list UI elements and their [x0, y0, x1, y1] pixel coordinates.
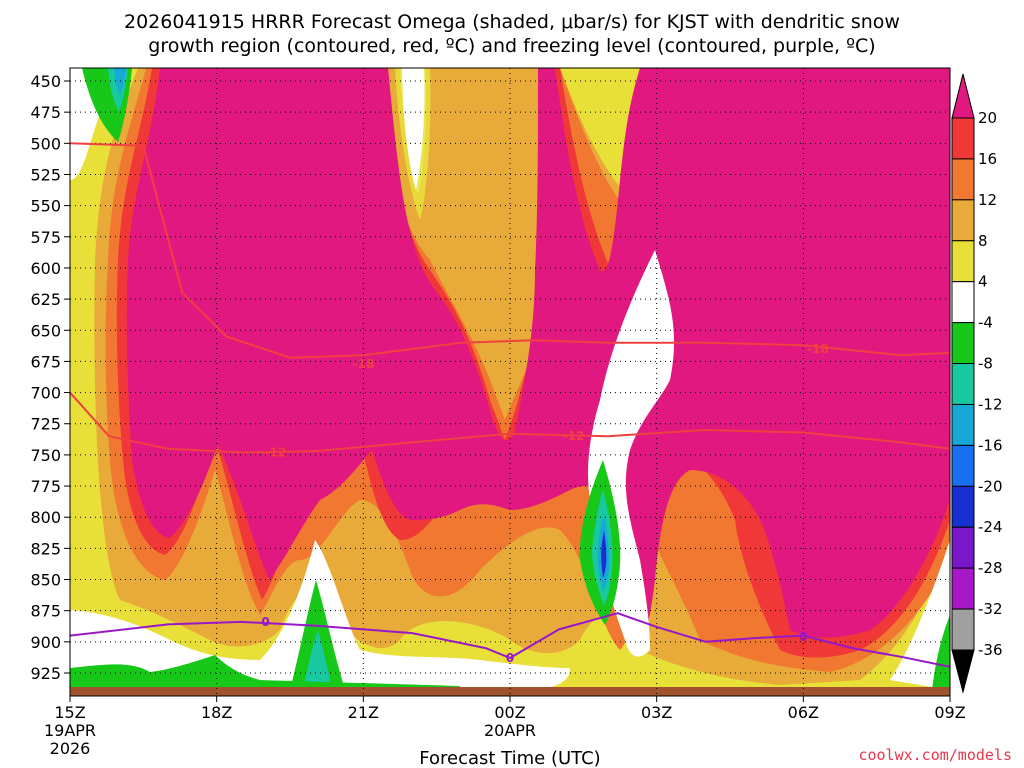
colorbar-segment: [951, 281, 975, 324]
colorbar-segment: [951, 403, 975, 446]
colorbar-label: 4: [978, 273, 988, 291]
colorbar-label: -20: [978, 477, 1003, 495]
y-tick-label: 625: [30, 290, 61, 309]
x-tick-label: 18Z: [201, 703, 232, 722]
gridlines: [70, 68, 950, 696]
contour-label: -12: [563, 429, 585, 443]
colorbar-segment: [951, 117, 975, 160]
x-tick-sublabel: 20APR: [484, 721, 536, 740]
contour-label: 0: [506, 651, 514, 665]
y-tick-label: 675: [30, 352, 61, 371]
y-tick-label: 600: [30, 259, 61, 278]
x-tick-label: 00Z: [494, 703, 525, 722]
y-tick-label: 875: [30, 602, 61, 621]
colorbar: 20 16 12 8 4 -4 -8 -12 -16 -20 -24 -28 -32 -36: [951, 73, 1003, 694]
terrain-strip: [70, 687, 950, 696]
plot-area: -18 -18 -12 -12 0 0 0: [70, 68, 950, 696]
colorbar-label: -36: [978, 641, 1003, 659]
y-tick-label: 850: [30, 571, 61, 590]
colorbar-bottom-triangle: [951, 649, 975, 694]
contour-label: -18: [352, 357, 374, 371]
colorbar-label: -4: [978, 314, 993, 332]
colorbar-label: -28: [978, 559, 1003, 577]
colorbar-segment: [951, 322, 975, 365]
colorbar-label: -12: [978, 395, 1003, 413]
chart-title-line2: growth region (contoured, red, ºC) and f…: [148, 35, 875, 57]
freezing-level-line: [70, 612, 950, 668]
colorbar-label: 8: [978, 232, 988, 250]
y-tick-label: 800: [30, 508, 61, 527]
omega-zone-magenta-main: [126, 68, 950, 640]
omega-zone-updraft-0202z-core: [601, 530, 607, 578]
x-tick-label: 09Z: [934, 703, 965, 722]
y-tick-label: 550: [30, 197, 61, 216]
contour-label: -12: [264, 445, 286, 459]
y-tick-label: 650: [30, 321, 61, 340]
omega-tongue-white: [402, 68, 425, 190]
colorbar-label: 12: [978, 191, 997, 209]
colorbar-segment: [951, 199, 975, 242]
colorbar-label: -16: [978, 436, 1003, 454]
colorbar-label: -8: [978, 355, 993, 373]
x-tick-sublabel: 2026: [50, 739, 91, 758]
contour-label: -18: [807, 342, 829, 356]
x-tick-sublabel: 19APR: [44, 721, 96, 740]
y-tick-label: 775: [30, 477, 61, 496]
y-axis: 450 475 500 525 550 575 600 625 650 675 700 725 750 7…: [30, 72, 70, 683]
omega-zone-updraft-0850z: [932, 615, 950, 690]
y-tick-label: 525: [30, 165, 61, 184]
contour-labels: -18 -18 -12 -12 0 0 0: [261, 342, 828, 665]
x-tick-label: 15Z: [54, 703, 85, 722]
colorbar-label: -24: [978, 518, 1003, 536]
y-tick-label: 725: [30, 415, 61, 434]
y-tick-label: 475: [30, 103, 61, 122]
dgz-contour-line: [70, 391, 950, 454]
colorbar-segment: [951, 240, 975, 283]
colorbar-segment: [951, 158, 975, 201]
y-tick-label: 500: [30, 134, 61, 153]
omega-gap-white-0830z: [890, 540, 950, 690]
colorbar-label: 20: [978, 109, 997, 127]
contour-label: 0: [261, 615, 269, 629]
chart-title-line1: 2026041915 HRRR Forecast Omega (shaded, …: [124, 11, 900, 33]
x-tick-label: 03Z: [641, 703, 672, 722]
y-tick-label: 825: [30, 539, 61, 558]
colorbar-segment: [951, 485, 975, 528]
colorbar-segment: [951, 444, 975, 487]
colorbar-segment: [951, 567, 975, 610]
x-tick-label: 06Z: [788, 703, 819, 722]
x-tick-label: 21Z: [348, 703, 379, 722]
contour-lines: [70, 142, 950, 668]
y-tick-label: 575: [30, 228, 61, 247]
colorbar-segment: [951, 526, 975, 569]
y-tick-label: 450: [30, 72, 61, 91]
x-axis-label: Forecast Time (UTC): [419, 748, 600, 768]
omega-zone-updraft-surface-west: [70, 655, 460, 690]
dgz-contour-line: [70, 142, 950, 359]
credit-text: coolwx.com/models: [858, 746, 1012, 764]
y-tick-label: 900: [30, 633, 61, 652]
colorbar-top-triangle: [951, 73, 975, 119]
colorbar-label: 16: [978, 150, 997, 168]
omega-zone-updraft-2000z-teal: [303, 630, 332, 690]
y-tick-label: 925: [30, 664, 61, 683]
y-tick-label: 750: [30, 446, 61, 465]
y-tick-label: 700: [30, 384, 61, 403]
colorbar-segment: [951, 363, 975, 405]
contour-label: 0: [799, 630, 807, 644]
colorbar-label: -32: [978, 600, 1003, 618]
colorbar-segment: [951, 608, 975, 651]
